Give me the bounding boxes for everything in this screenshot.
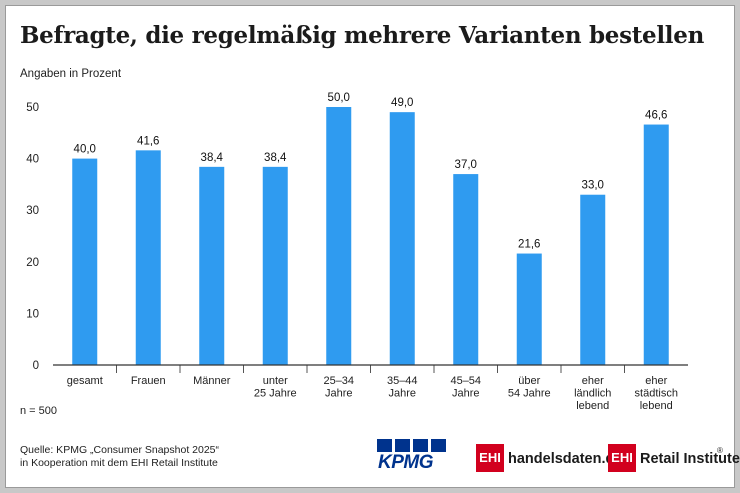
data-label: 46,6	[645, 110, 667, 122]
y-tick-label: 20	[26, 257, 39, 269]
sample-size-note: n = 500	[20, 405, 58, 417]
bar	[135, 150, 161, 365]
x-tick-label: über 54 Jahre	[508, 375, 551, 400]
x-tick-label: eher städtisch lebend	[635, 375, 678, 412]
bar	[326, 107, 352, 365]
unit-label: Angaben in Prozent	[20, 68, 122, 80]
data-label: 40,0	[74, 144, 96, 156]
x-tick-label: 45–54 Jahre	[450, 375, 481, 400]
data-label: 21,6	[518, 239, 540, 251]
retail-institute-logo: Retail Institute	[640, 451, 740, 467]
data-label: 50,0	[328, 92, 350, 104]
ehi-logo-box-1: EHI	[476, 444, 504, 472]
bar	[72, 158, 98, 365]
bar	[580, 194, 606, 365]
bar	[453, 174, 479, 365]
registered-mark: ®	[717, 446, 723, 455]
chart-title: Befragte, die regelmäßig mehrere Variant…	[20, 22, 705, 49]
x-tick-label: eher ländlich lebend	[574, 375, 611, 412]
x-tick-label: gesamt	[67, 375, 103, 387]
bar	[262, 166, 288, 365]
source-line-1: Quelle: KPMG „Consumer Snapshot 2025“	[20, 444, 220, 456]
source-note: Quelle: KPMG „Consumer Snapshot 2025“ in…	[20, 444, 219, 470]
ehi-logo-box-2: EHI	[608, 444, 636, 472]
kpmg-logo: KPMG	[378, 452, 434, 473]
x-tick-label: 25–34 Jahre	[323, 375, 354, 400]
bar	[643, 124, 669, 365]
bar	[199, 166, 225, 365]
bar-chart: 0 10 20 30 40 50 40,0 gesamt 41,6 Frauen 38,4 Männe…	[26, 92, 688, 412]
y-tick-label: 30	[26, 205, 39, 217]
data-label: 38,4	[264, 152, 287, 164]
data-label: 49,0	[391, 97, 413, 109]
y-tick-label: 50	[26, 102, 39, 114]
x-tick-label: Frauen	[131, 375, 166, 387]
data-label: 38,4	[201, 152, 224, 164]
x-tick-label: Männer	[193, 375, 231, 387]
x-tick-label: unter 25 Jahre	[254, 375, 297, 400]
x-tick-label: 35–44 Jahre	[387, 375, 418, 400]
y-tick-label: 10	[26, 308, 39, 320]
data-label: 41,6	[137, 135, 159, 147]
data-label: 37,0	[455, 159, 477, 171]
y-tick-label: 40	[26, 154, 39, 166]
y-tick-label: 0	[33, 360, 39, 372]
data-label: 33,0	[582, 180, 604, 192]
bar	[516, 253, 542, 365]
bar	[389, 112, 415, 365]
source-line-2: in Kooperation mit dem EHI Retail Instit…	[20, 457, 218, 469]
handelsdaten-logo: handelsdaten.de	[508, 451, 623, 467]
kpmg-logo-boxes	[377, 439, 446, 452]
chart-frame	[5, 5, 735, 488]
